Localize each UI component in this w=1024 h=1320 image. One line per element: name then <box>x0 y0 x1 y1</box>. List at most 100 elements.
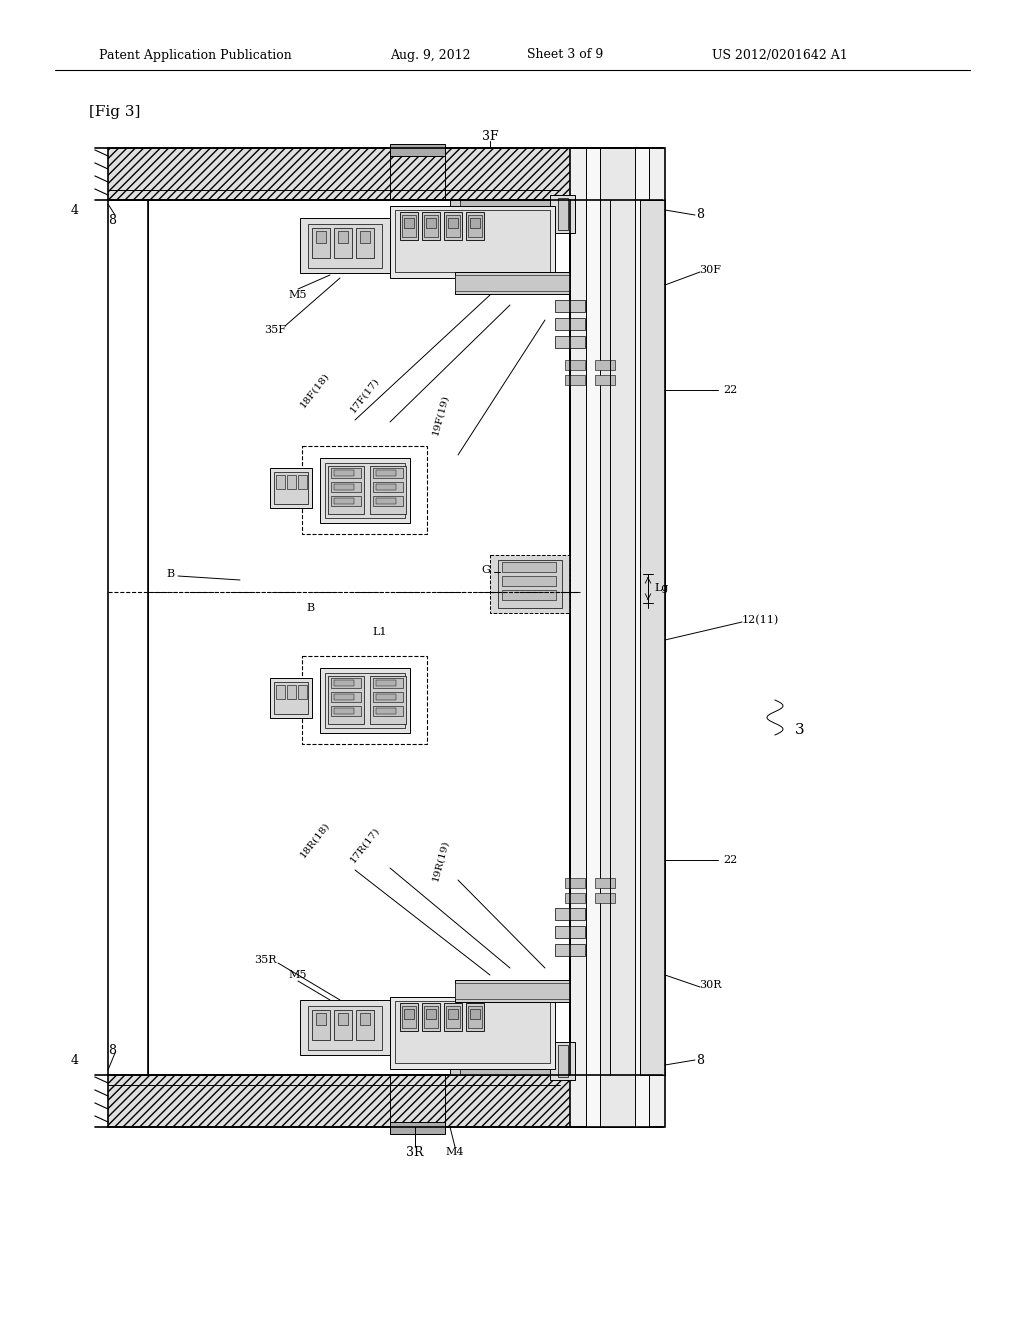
Bar <box>308 1006 382 1049</box>
Bar <box>334 498 354 504</box>
Bar <box>376 498 396 504</box>
Bar <box>555 944 585 956</box>
Text: L1: L1 <box>373 627 387 638</box>
Bar <box>460 1055 570 1074</box>
Bar <box>490 554 570 612</box>
Text: Patent Application Publication: Patent Application Publication <box>98 49 292 62</box>
Text: G: G <box>481 565 490 576</box>
Bar <box>373 482 403 492</box>
Bar <box>466 213 484 240</box>
Bar <box>555 908 585 920</box>
Text: 8: 8 <box>696 1053 705 1067</box>
Bar <box>422 213 440 240</box>
Bar <box>402 215 416 238</box>
Bar <box>108 1074 663 1127</box>
Text: 4: 4 <box>71 203 79 216</box>
Bar <box>316 231 326 243</box>
Bar <box>338 1012 348 1026</box>
Text: 8: 8 <box>696 209 705 222</box>
Bar <box>422 1003 440 1031</box>
Bar <box>395 1001 550 1063</box>
Text: Aug. 9, 2012: Aug. 9, 2012 <box>390 49 470 62</box>
Text: 19R(19): 19R(19) <box>430 838 450 882</box>
Bar <box>270 469 312 508</box>
Text: M5: M5 <box>289 970 307 979</box>
Bar <box>270 678 312 718</box>
Bar <box>570 148 665 1127</box>
Bar <box>586 148 649 1127</box>
Text: B: B <box>166 569 174 579</box>
Text: 30R: 30R <box>698 979 721 990</box>
Bar <box>376 470 396 477</box>
Text: 35R: 35R <box>254 954 276 965</box>
Bar <box>550 1041 575 1080</box>
Text: [Fig 3]: [Fig 3] <box>89 106 140 119</box>
Text: US 2012/0201642 A1: US 2012/0201642 A1 <box>712 49 848 62</box>
Bar <box>308 224 382 268</box>
Bar <box>276 685 285 700</box>
Bar <box>595 894 615 903</box>
Bar <box>468 215 482 238</box>
Bar <box>400 213 418 240</box>
Bar <box>300 1001 390 1055</box>
Bar <box>550 195 575 234</box>
Bar <box>460 201 570 220</box>
Bar <box>446 215 460 238</box>
Text: 30F: 30F <box>699 265 721 275</box>
Bar <box>312 1010 330 1040</box>
Bar <box>498 560 562 609</box>
Bar <box>600 148 635 1127</box>
Text: 35F: 35F <box>264 325 286 335</box>
Bar <box>466 1003 484 1031</box>
Bar <box>300 218 390 273</box>
Bar <box>373 469 403 478</box>
Bar <box>470 1008 480 1019</box>
Bar <box>390 1122 445 1134</box>
Text: 12(11): 12(11) <box>741 615 778 626</box>
Bar <box>400 1003 418 1031</box>
Bar <box>395 210 550 272</box>
Bar <box>148 201 570 1074</box>
Bar <box>334 470 354 477</box>
Text: 3R: 3R <box>407 1146 424 1159</box>
Bar <box>424 1006 438 1028</box>
Text: 18F(18): 18F(18) <box>299 371 332 409</box>
Text: B: B <box>306 603 314 612</box>
Bar <box>450 201 570 228</box>
Text: 3: 3 <box>796 723 805 737</box>
Bar <box>376 680 396 686</box>
Bar <box>331 692 361 702</box>
Bar <box>334 484 354 490</box>
Bar <box>373 678 403 688</box>
Text: 17R(17): 17R(17) <box>348 825 382 865</box>
Bar <box>426 218 436 228</box>
Text: 22: 22 <box>723 855 737 865</box>
Bar <box>331 469 361 478</box>
Text: 4: 4 <box>71 1053 79 1067</box>
Bar <box>373 496 403 506</box>
Text: 19F(19): 19F(19) <box>430 393 450 437</box>
Bar <box>360 231 370 243</box>
Text: 18R(18): 18R(18) <box>298 821 332 859</box>
Text: M5: M5 <box>289 290 307 300</box>
Bar <box>298 685 307 700</box>
Bar <box>108 148 663 201</box>
Text: Sheet 3 of 9: Sheet 3 of 9 <box>527 49 603 62</box>
Bar <box>455 275 570 290</box>
Bar <box>404 1008 414 1019</box>
Bar <box>276 475 285 488</box>
Bar <box>376 708 396 714</box>
Bar <box>331 496 361 506</box>
Bar <box>502 562 556 572</box>
Bar <box>640 201 665 1074</box>
Bar <box>450 1047 570 1074</box>
Bar <box>334 694 354 700</box>
Bar <box>370 676 406 723</box>
Bar <box>319 668 410 733</box>
Bar <box>334 708 354 714</box>
Bar <box>287 685 296 700</box>
Bar <box>595 375 615 385</box>
Bar <box>449 1008 458 1019</box>
Text: 22: 22 <box>723 385 737 395</box>
Bar <box>334 1010 352 1040</box>
